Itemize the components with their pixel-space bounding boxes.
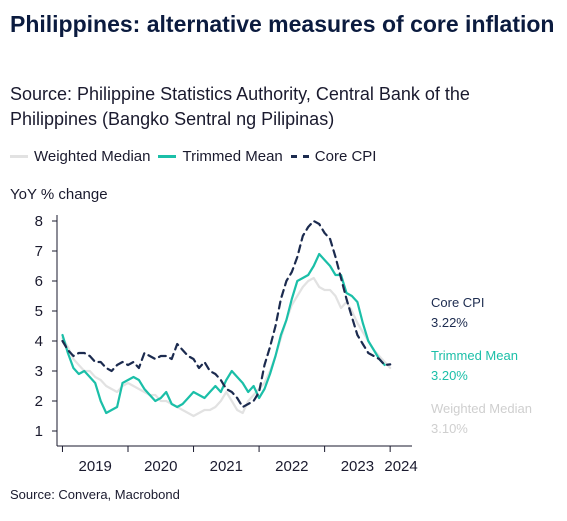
y-tick-label: 8 [35, 213, 43, 230]
series-line-weighted-median [61, 276, 392, 418]
x-tick-label: 2022 [275, 458, 308, 475]
y-tick-label: 5 [35, 303, 43, 320]
y-tick-label: 6 [35, 273, 43, 290]
series-line-core-cpi [61, 219, 392, 409]
end-label-name-weighted-median: Weighted Median [431, 401, 532, 416]
end-label-name-core-cpi: Core CPI [431, 295, 484, 310]
legend-swatch-weighted-median [10, 155, 28, 158]
chart-end-labels: Core CPI 3.22% Trimmed Mean 3.20% Weighted M… [431, 295, 532, 436]
y-tick-label: 4 [35, 333, 43, 350]
chart-axes: 1 2 3 4 5 6 7 8 2019 2020 2021 2022 2023 2024 [35, 213, 418, 475]
chart-footer-source: Source: Convera, Macrobond [10, 487, 180, 502]
chart-legend: Weighted Median Trimmed Mean Core CPI [10, 148, 384, 165]
y-axis-label: YoY % change [10, 186, 108, 203]
end-label-value-core-cpi: 3.22% [431, 315, 468, 330]
end-label-value-trimmed-mean: 3.20% [431, 368, 468, 383]
y-tick-label: 3 [35, 363, 43, 380]
end-label-value-weighted-median: 3.10% [431, 421, 468, 436]
end-label-name-trimmed-mean: Trimmed Mean [431, 348, 518, 363]
chart-subtitle: Source: Philippine Statistics Authority,… [10, 84, 470, 129]
legend-label-trimmed-mean: Trimmed Mean [182, 148, 283, 165]
y-tick-label: 2 [35, 393, 43, 410]
x-tick-label: 2023 [341, 458, 374, 475]
x-tick-label: 2020 [144, 458, 177, 475]
x-tick-label: 2024 [384, 458, 417, 475]
legend-label-weighted-median: Weighted Median [34, 148, 151, 165]
x-tick-label: 2019 [79, 458, 112, 475]
y-tick-label: 7 [35, 243, 43, 260]
chart-title: Philippines: alternative measures of cor… [10, 11, 555, 37]
legend-swatch-core-cpi [290, 155, 309, 158]
legend-item-weighted-median[interactable]: Weighted Median [10, 148, 150, 165]
x-tick-label: 2021 [210, 458, 243, 475]
y-tick-label: 1 [35, 423, 43, 440]
legend-swatch-trimmed-mean [158, 155, 177, 158]
legend-label-core-cpi: Core CPI [314, 148, 377, 165]
chart-lines [61, 219, 392, 418]
legend-item-core-cpi[interactable]: Core CPI [290, 148, 377, 165]
legend-item-trimmed-mean[interactable]: Trimmed Mean [158, 148, 283, 165]
